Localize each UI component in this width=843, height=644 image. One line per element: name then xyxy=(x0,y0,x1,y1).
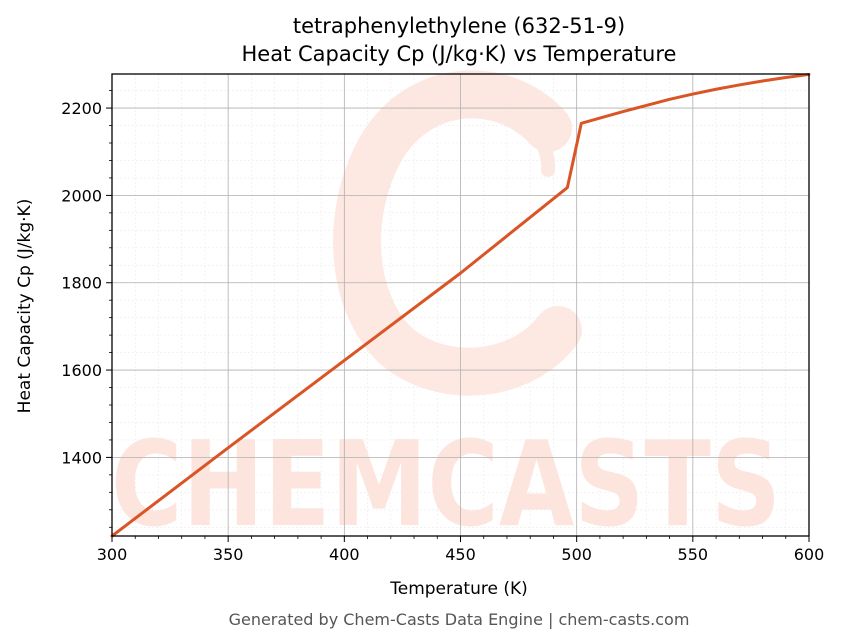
y-tick-label: 1600 xyxy=(61,361,102,380)
y-tick-label: 1800 xyxy=(61,274,102,293)
tick-labels: 300 350 400 450 500 550 600 1400 1600 1800 2000 220… xyxy=(61,99,824,564)
series-layer xyxy=(110,72,811,538)
footer-credit: Generated by Chem-Casts Data Engine | ch… xyxy=(229,610,690,629)
x-axis-label: Temperature (K) xyxy=(389,579,528,599)
x-tick-label: 550 xyxy=(678,545,709,564)
axis-ticks xyxy=(106,90,810,542)
watermark-text: CHEMCASTS xyxy=(111,415,781,553)
y-tick-label: 1400 xyxy=(61,448,102,467)
x-tick-label: 400 xyxy=(329,545,360,564)
x-tick-label: 450 xyxy=(445,545,476,564)
y-axis-label: Heat Capacity Cp (J/kg·K) xyxy=(15,199,35,414)
y-tick-label: 2000 xyxy=(61,186,102,205)
y-tick-label: 2200 xyxy=(61,99,102,118)
x-tick-label: 500 xyxy=(561,545,592,564)
x-tick-label: 300 xyxy=(97,545,128,564)
x-tick-label: 600 xyxy=(794,545,825,564)
x-tick-label: 350 xyxy=(213,545,244,564)
chart-subtitle: Heat Capacity Cp (J/kg·K) vs Temperature xyxy=(242,42,677,66)
series-line-0 xyxy=(110,72,811,538)
chart-title: tetraphenylethylene (632-51-9) xyxy=(293,14,625,38)
watermark: CHEMCASTS xyxy=(111,70,781,553)
